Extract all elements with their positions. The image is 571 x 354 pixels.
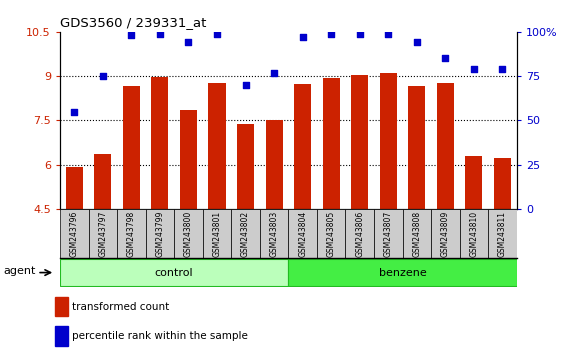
FancyBboxPatch shape [231, 209, 260, 258]
Text: benzene: benzene [379, 268, 427, 278]
FancyBboxPatch shape [345, 209, 374, 258]
Text: agent: agent [3, 266, 35, 276]
FancyBboxPatch shape [317, 209, 345, 258]
Bar [494, 158, 511, 342]
FancyBboxPatch shape [374, 209, 403, 258]
Bar [66, 167, 83, 342]
Bar [323, 78, 340, 342]
Bar [123, 86, 140, 342]
FancyBboxPatch shape [174, 209, 203, 258]
FancyBboxPatch shape [117, 209, 146, 258]
Text: GSM243807: GSM243807 [384, 211, 393, 257]
Bar [208, 82, 226, 342]
Text: GSM243799: GSM243799 [155, 210, 164, 257]
Point [441, 56, 450, 61]
Bar [180, 110, 197, 342]
Point [498, 66, 507, 72]
Point [212, 31, 222, 36]
Bar [351, 75, 368, 342]
Text: GSM243809: GSM243809 [441, 211, 450, 257]
Bar [408, 86, 425, 342]
Point [327, 31, 336, 36]
FancyBboxPatch shape [260, 209, 288, 258]
Text: transformed count: transformed count [73, 302, 170, 312]
Point [412, 40, 421, 45]
Bar [94, 154, 111, 342]
Bar [55, 326, 67, 346]
FancyBboxPatch shape [488, 209, 517, 258]
FancyBboxPatch shape [203, 209, 231, 258]
Text: GDS3560 / 239331_at: GDS3560 / 239331_at [60, 16, 206, 29]
Point [155, 31, 164, 36]
Point [98, 73, 107, 79]
FancyBboxPatch shape [288, 209, 317, 258]
Point [355, 31, 364, 36]
FancyBboxPatch shape [431, 209, 460, 258]
Text: GSM243804: GSM243804 [298, 211, 307, 257]
Bar [437, 82, 454, 342]
Text: GSM243806: GSM243806 [355, 211, 364, 257]
FancyBboxPatch shape [60, 209, 89, 258]
Point [469, 66, 478, 72]
Text: percentile rank within the sample: percentile rank within the sample [73, 331, 248, 341]
Text: GSM243802: GSM243802 [241, 211, 250, 257]
Text: control: control [155, 268, 194, 278]
Text: GSM243801: GSM243801 [212, 211, 222, 257]
Text: GSM243796: GSM243796 [70, 210, 79, 257]
Text: GSM243800: GSM243800 [184, 211, 193, 257]
Point [127, 33, 136, 38]
Point [384, 31, 393, 36]
Point [241, 82, 250, 88]
Bar [266, 120, 283, 342]
Text: GSM243810: GSM243810 [469, 211, 478, 257]
Text: GSM243803: GSM243803 [270, 211, 279, 257]
Bar [465, 156, 482, 342]
Text: GSM243808: GSM243808 [412, 211, 421, 257]
FancyBboxPatch shape [146, 209, 174, 258]
FancyBboxPatch shape [89, 209, 117, 258]
FancyBboxPatch shape [60, 259, 288, 286]
Text: GSM243811: GSM243811 [498, 211, 507, 257]
Text: GSM243798: GSM243798 [127, 211, 136, 257]
FancyBboxPatch shape [288, 259, 517, 286]
Bar [151, 77, 168, 342]
Point [298, 34, 307, 40]
Point [70, 109, 79, 114]
Bar [380, 73, 397, 342]
FancyBboxPatch shape [403, 209, 431, 258]
Bar [294, 84, 311, 342]
Bar [237, 124, 254, 342]
Text: GSM243805: GSM243805 [327, 211, 336, 257]
FancyBboxPatch shape [460, 209, 488, 258]
Bar [55, 297, 67, 316]
Point [184, 40, 193, 45]
Text: GSM243797: GSM243797 [98, 210, 107, 257]
Point [270, 70, 279, 75]
